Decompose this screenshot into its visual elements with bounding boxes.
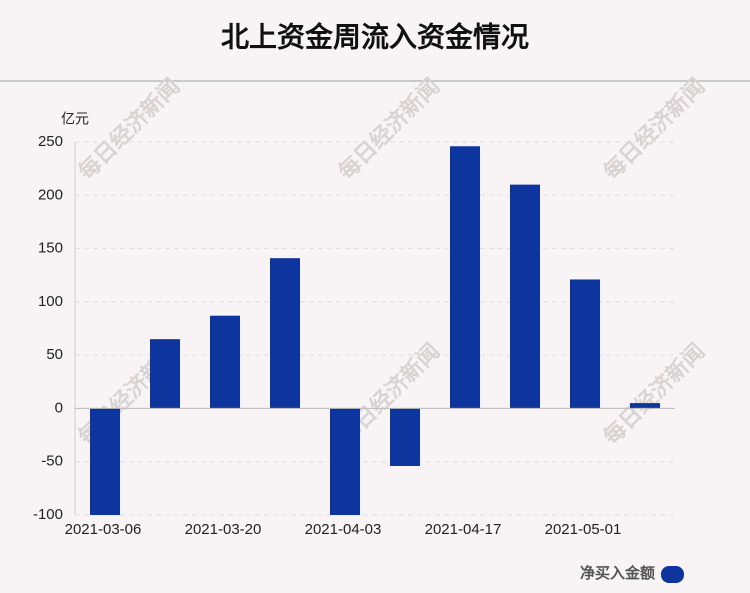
- bar: [210, 315, 240, 409]
- bar: [90, 408, 120, 515]
- x-tick-label: 2021-05-01: [545, 521, 622, 538]
- y-tick-label: 250: [38, 133, 63, 150]
- y-tick-label: 0: [55, 399, 63, 416]
- bar: [450, 146, 480, 409]
- bar: [510, 184, 540, 409]
- y-tick-label: -50: [41, 453, 63, 470]
- x-tick-label: 2021-04-03: [305, 521, 382, 538]
- bar: [270, 258, 300, 409]
- legend-label: 净买入金额: [580, 564, 655, 582]
- bar: [330, 408, 360, 515]
- legend-swatch: [661, 566, 684, 583]
- x-tick-label: 2021-04-17: [425, 521, 502, 538]
- y-tick-label: 150: [38, 240, 63, 257]
- x-tick-label: 2021-03-20: [185, 521, 262, 538]
- y-tick-label: 100: [38, 293, 63, 310]
- bar: [630, 403, 660, 409]
- x-tick-label: 2021-03-06: [65, 521, 142, 538]
- bar: [570, 279, 600, 409]
- y-tick-label: -100: [33, 506, 63, 523]
- y-tick-label: 200: [38, 186, 63, 203]
- bar: [390, 408, 420, 466]
- y-tick-label: 50: [46, 346, 63, 363]
- y-unit: 亿元: [61, 111, 89, 127]
- bar: [150, 339, 180, 409]
- chart-title: 北上资金周流入资金情况: [221, 20, 529, 52]
